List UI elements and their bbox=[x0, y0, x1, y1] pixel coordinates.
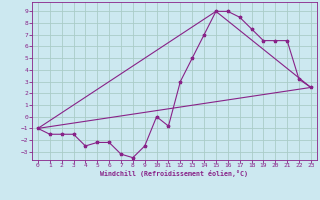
X-axis label: Windchill (Refroidissement éolien,°C): Windchill (Refroidissement éolien,°C) bbox=[100, 170, 248, 177]
